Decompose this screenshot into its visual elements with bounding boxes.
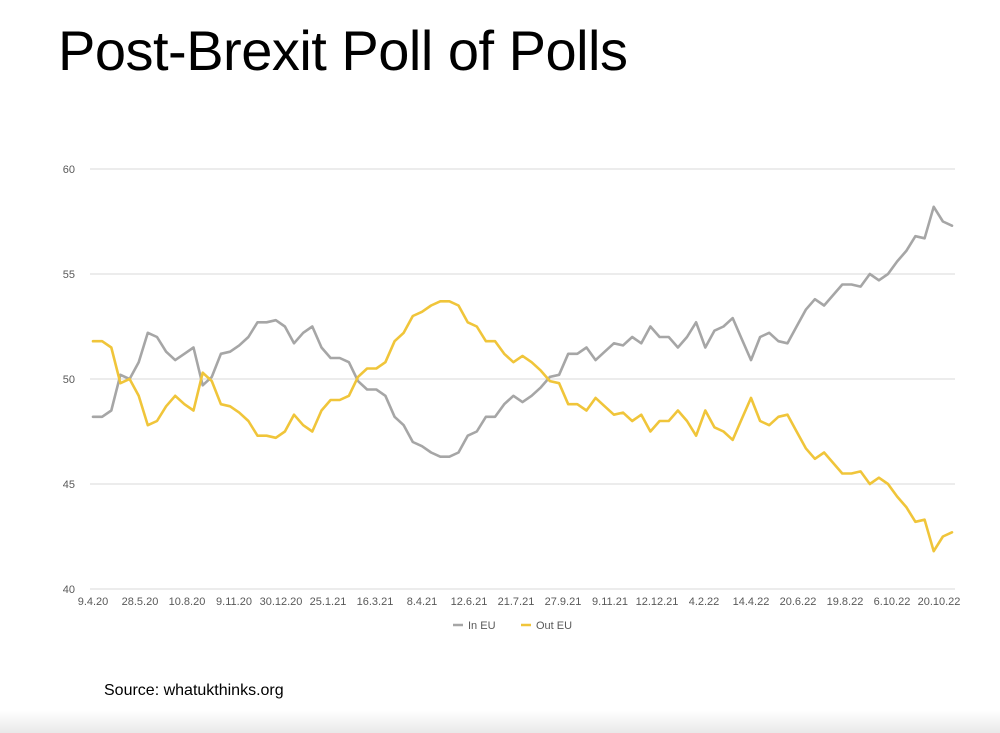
x-tick-label: 21.7.21 [498, 596, 535, 608]
x-tick-label: 28.5.20 [122, 596, 159, 608]
x-tick-label: 10.8.20 [169, 596, 206, 608]
legend: In EU Out EU [453, 620, 572, 632]
y-tick-label: 40 [63, 584, 75, 596]
x-tick-label: 9.11.21 [592, 596, 628, 608]
legend-label-in-eu: In EU [468, 620, 496, 632]
x-tick-label: 27.9.21 [545, 596, 582, 608]
series-line-out-eu [91, 299, 954, 553]
x-tick-label: 16.3.21 [357, 596, 394, 608]
slide-title: Post-Brexit Poll of Polls [58, 19, 628, 82]
series-lines [91, 205, 954, 553]
legend-label-out-eu: Out EU [536, 620, 572, 632]
source-note: Source: whatukthinks.org [104, 682, 284, 699]
x-tick-label: 25.1.21 [310, 596, 347, 608]
x-tick-label: 4.2.22 [689, 596, 720, 608]
x-tick-label: 30.12.20 [260, 596, 303, 608]
x-tick-label: 12.6.21 [451, 596, 488, 608]
x-tick-label: 14.4.22 [733, 596, 770, 608]
x-tick-label: 9.4.20 [78, 596, 109, 608]
x-tick-label: 19.8.22 [827, 596, 864, 608]
bottom-shade [0, 711, 1000, 733]
y-axis-ticks: 40 45 50 55 60 [63, 164, 75, 596]
x-tick-label: 8.4.21 [407, 596, 438, 608]
y-tick-label: 60 [63, 164, 75, 176]
x-tick-label: 6.10.22 [874, 596, 911, 608]
y-tick-label: 45 [63, 479, 75, 491]
x-tick-label: 20.6.22 [780, 596, 817, 608]
x-tick-label: 12.12.21 [636, 596, 679, 608]
series-line-in-eu [91, 205, 954, 459]
x-tick-label: 9.11.20 [216, 596, 252, 608]
line-chart: 40 45 50 55 60 9.4.20 28.5.20 10.8.20 9.11.20 30… [63, 164, 961, 632]
y-tick-label: 50 [63, 374, 75, 386]
x-axis-ticks: 9.4.20 28.5.20 10.8.20 9.11.20 30.12.20 25.1.… [78, 596, 961, 608]
x-tick-label: 20.10.22 [918, 596, 961, 608]
y-tick-label: 55 [63, 269, 75, 281]
gridlines [90, 168, 955, 590]
